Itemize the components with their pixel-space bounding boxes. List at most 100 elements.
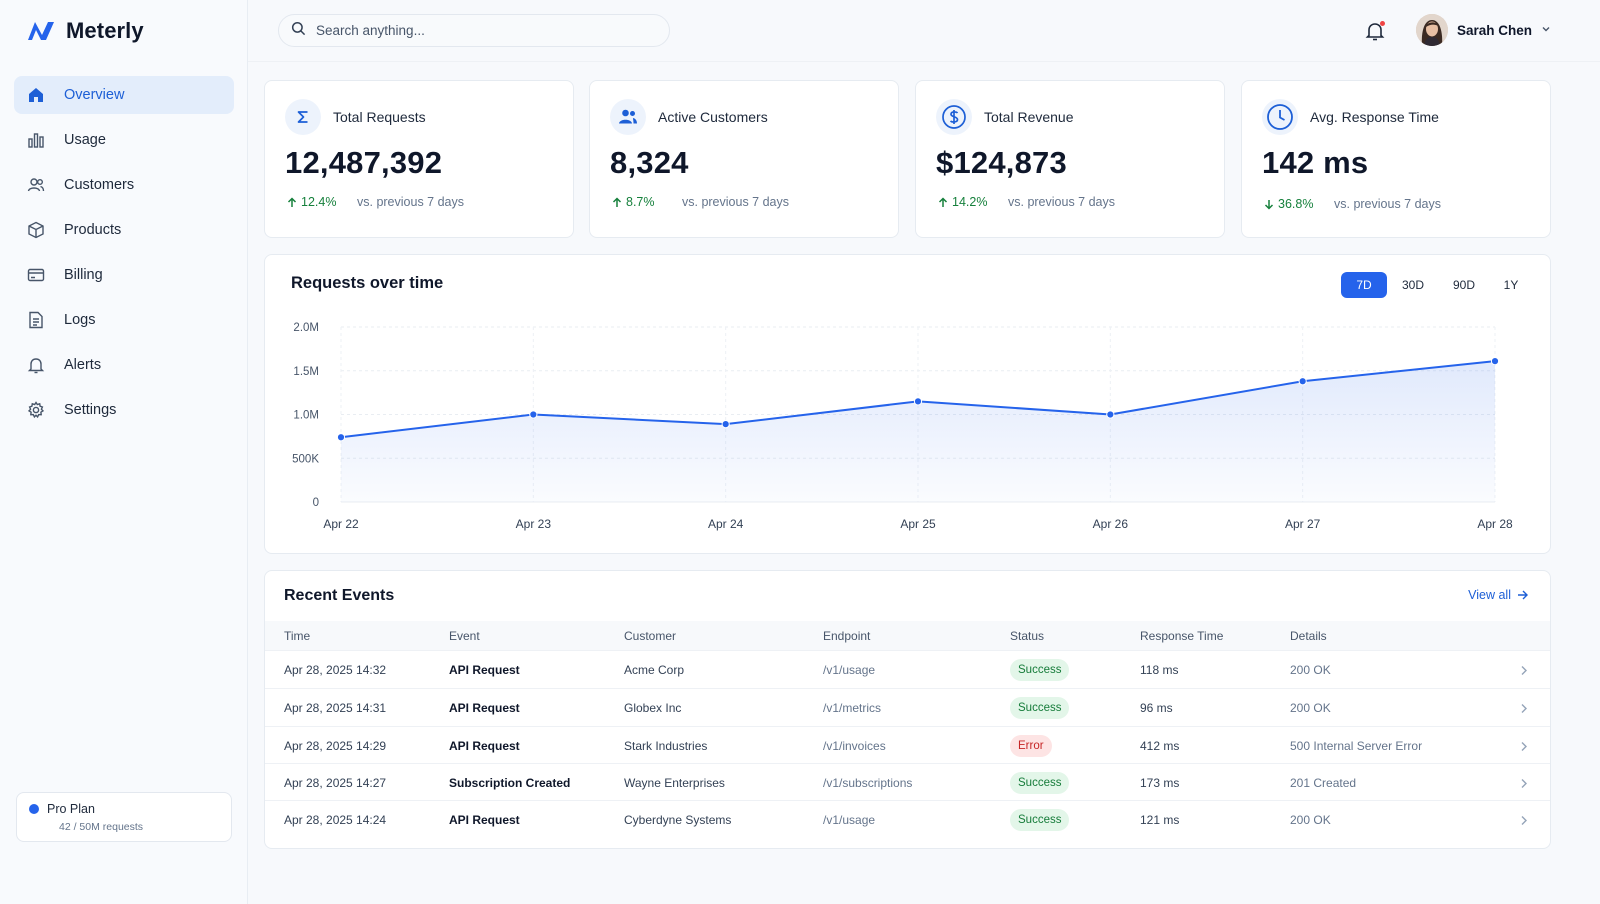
sidebar-item-billing[interactable]: Billing <box>14 256 234 294</box>
data-point[interactable] <box>1298 377 1307 386</box>
user-name: Sarah Chen <box>1457 22 1533 38</box>
chevron-right-icon[interactable] <box>1520 813 1528 831</box>
status-badge: Success <box>1010 809 1070 831</box>
app-name: Meterly <box>66 18 144 43</box>
events-title: Recent Events <box>284 587 395 604</box>
plan-usage: 42 / 50M requests <box>59 821 144 833</box>
table-row[interactable]: Apr 28, 2025 14:29 API Request Stark Indus… <box>265 726 1550 764</box>
stat-delta: 14.2% <box>952 195 988 209</box>
plan-title: Pro Plan <box>47 802 95 816</box>
sidebar-nav: Overview Usage Customers Products Billin… <box>14 76 234 436</box>
event-type: API Request <box>449 663 520 677</box>
column-header-event[interactable]: Event <box>449 629 480 643</box>
status-badge: Success <box>1010 659 1070 681</box>
y-tick-label: 1.5M <box>293 366 319 378</box>
event-time: Apr 28, 2025 14:29 <box>284 739 387 753</box>
chevron-right-icon[interactable] <box>1520 701 1528 719</box>
range-7d-button[interactable]: 7D <box>1341 272 1387 298</box>
event-customer[interactable]: Acme Corp <box>624 663 685 677</box>
stat-delta: 12.4% <box>301 195 337 209</box>
data-point[interactable] <box>336 433 346 442</box>
sidebar-item-customers[interactable]: Customers <box>14 166 234 204</box>
column-header-status[interactable]: Status <box>1010 629 1045 643</box>
column-header-details[interactable]: Details <box>1290 629 1327 643</box>
y-tick-label: 1.0M <box>293 410 319 422</box>
stat-card-total-revenue: Total Revenue $124,873 14.2% vs. previou… <box>915 80 1225 238</box>
event-time: Apr 28, 2025 14:32 <box>284 663 387 677</box>
chevron-right-icon[interactable] <box>1520 663 1528 681</box>
sidebar-item-usage[interactable]: Usage <box>14 121 234 159</box>
x-tick-label: Apr 25 <box>900 517 936 531</box>
event-details: 201 Created <box>1290 776 1357 790</box>
event-customer[interactable]: Globex Inc <box>624 701 682 715</box>
sidebar-item-settings[interactable]: Settings <box>14 391 234 429</box>
column-header-time[interactable]: Time <box>284 629 311 643</box>
x-tick-label: Apr 23 <box>516 517 552 531</box>
status-badge: Success <box>1010 697 1070 719</box>
y-tick-label: 500K <box>292 453 319 465</box>
stat-value: 142 ms <box>1262 145 1369 180</box>
sidebar-item-label: Logs <box>64 312 96 328</box>
avatar <box>1416 14 1448 46</box>
stat-card-total-requests: Total Requests 12,487,392 12.4% vs. prev… <box>264 80 574 238</box>
notifications-button[interactable] <box>1364 20 1386 42</box>
data-point[interactable] <box>529 410 538 419</box>
sidebar-item-label: Customers <box>64 177 135 193</box>
stat-comparison: vs. previous 7 days <box>357 195 464 209</box>
sidebar-item-overview[interactable]: Overview <box>14 76 234 114</box>
app-logo[interactable]: Meterly <box>26 18 144 44</box>
arrow-right-icon <box>1518 590 1528 600</box>
event-customer[interactable]: Stark Industries <box>624 739 708 753</box>
event-customer[interactable]: Wayne Enterprises <box>624 776 725 790</box>
stat-card-active-customers: Active Customers 8,324 8.7% vs. previous… <box>589 80 899 238</box>
event-response-time: 412 ms <box>1140 739 1180 753</box>
event-time: Apr 28, 2025 14:31 <box>284 701 387 715</box>
event-customer[interactable]: Cyberdyne Systems <box>624 813 732 827</box>
data-point[interactable] <box>721 420 730 429</box>
sidebar-item-label: Alerts <box>64 357 102 373</box>
x-tick-label: Apr 28 <box>1477 517 1513 531</box>
sidebar-item-alerts[interactable]: Alerts <box>14 346 234 384</box>
data-point[interactable] <box>1106 410 1115 419</box>
view-all-link[interactable]: View all <box>1468 588 1528 602</box>
table-header: Time Event Customer Endpoint Status Resp… <box>265 621 1550 650</box>
box-icon <box>26 220 46 240</box>
search-bar[interactable] <box>278 14 670 47</box>
sidebar-item-label: Settings <box>64 402 117 418</box>
event-response-time: 173 ms <box>1140 776 1180 790</box>
range-30d-button[interactable]: 30D <box>1401 278 1424 292</box>
table-row[interactable]: Apr 28, 2025 14:24 API Request Cyberdyne S… <box>265 800 1550 838</box>
event-endpoint: /v1/usage <box>823 663 876 677</box>
event-type: API Request <box>449 813 520 827</box>
table-row[interactable]: Apr 28, 2025 14:31 API Request Globex Inc /… <box>265 688 1550 726</box>
table-row[interactable]: Apr 28, 2025 14:27 Subscription Created Wa… <box>265 763 1550 801</box>
search-input[interactable] <box>316 23 646 38</box>
sidebar-item-label: Billing <box>64 267 103 283</box>
requests-line-chart: 0 500K 1.0M 1.5M 2.0M Apr 22 Apr 23 Apr 24 Apr 2… <box>292 322 1513 531</box>
status-badge: Success <box>1010 772 1070 794</box>
arrow-up-icon <box>938 196 948 207</box>
column-header-response-time[interactable]: Response Time <box>1140 629 1224 643</box>
sidebar-item-logs[interactable]: Logs <box>14 301 234 339</box>
stat-card-avg-response-time: Avg. Response Time 142 ms 36.8% vs. prev… <box>1241 80 1551 238</box>
table-row[interactable]: Apr 28, 2025 14:32 API Request Acme Corp/v… <box>265 650 1550 688</box>
plan-card[interactable]: Pro Plan 42 / 50M requests <box>16 792 232 842</box>
column-header-endpoint[interactable]: Endpoint <box>823 629 871 643</box>
chart-title: Requests over time <box>291 274 444 292</box>
chevron-down-icon <box>1541 21 1551 39</box>
chevron-right-icon[interactable] <box>1520 776 1528 794</box>
data-point[interactable] <box>1490 357 1500 366</box>
bell-icon <box>1365 23 1385 41</box>
credit-card-icon <box>26 265 46 285</box>
bell-icon <box>26 355 46 375</box>
range-90d-button[interactable]: 90D <box>1452 278 1475 292</box>
status-badge: Error <box>1010 735 1052 757</box>
column-header-customer[interactable]: Customer <box>624 629 677 643</box>
plan-status-dot <box>29 804 39 814</box>
sidebar: Meterly Overview Usage Customers Product… <box>0 0 248 904</box>
sidebar-item-products[interactable]: Products <box>14 211 234 249</box>
chevron-right-icon[interactable] <box>1520 739 1528 757</box>
range-1y-button[interactable]: 1Y <box>1503 278 1519 292</box>
data-point[interactable] <box>913 397 923 406</box>
user-menu[interactable]: Sarah Chen <box>1416 14 1551 46</box>
